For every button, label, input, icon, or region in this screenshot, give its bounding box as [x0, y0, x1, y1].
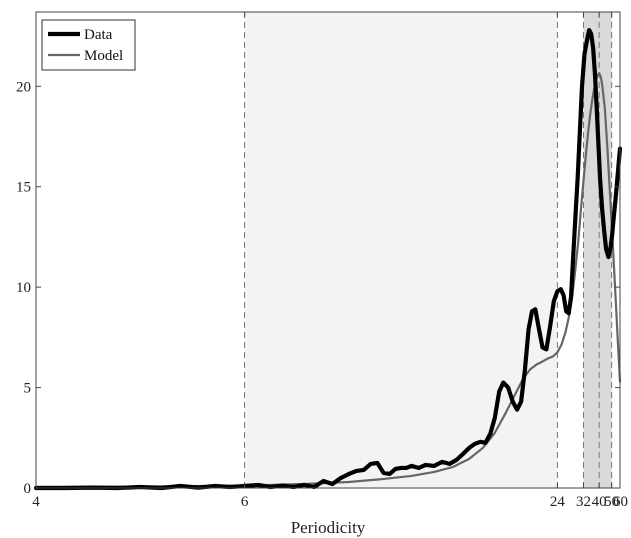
- legend-label-data: Data: [84, 27, 113, 43]
- legend-box: [41, 19, 136, 71]
- shaded-band-0: [244, 12, 558, 488]
- x-tick-label-40: 40: [592, 494, 607, 510]
- x-axis-title: Periodicity: [291, 518, 366, 537]
- x-tick-label-6: 6: [241, 494, 249, 510]
- x-tick-label-32: 32: [576, 494, 591, 510]
- legend: Data Model: [41, 19, 136, 71]
- y-tick-label-15: 15: [16, 180, 31, 196]
- series-line-data: [33, 27, 623, 491]
- legend-label-model: Model: [84, 48, 123, 64]
- plot-area-frame: [35, 11, 621, 489]
- y-tick-label-20: 20: [16, 79, 31, 95]
- y-tick-label-5: 5: [24, 381, 32, 397]
- series-lines: [33, 27, 623, 491]
- x-tick-label-60: 60: [613, 494, 628, 510]
- x-tick-label-24: 24: [550, 494, 566, 510]
- x-tick-label-4: 4: [32, 494, 40, 510]
- y-tick-label-0: 0: [24, 481, 32, 497]
- y-axis-ticks: 0 5 10 15 20: [16, 79, 620, 497]
- x-tick-label-50: 50: [604, 494, 619, 510]
- y-tick-label-10: 10: [16, 280, 31, 296]
- shaded-bands: [244, 12, 612, 488]
